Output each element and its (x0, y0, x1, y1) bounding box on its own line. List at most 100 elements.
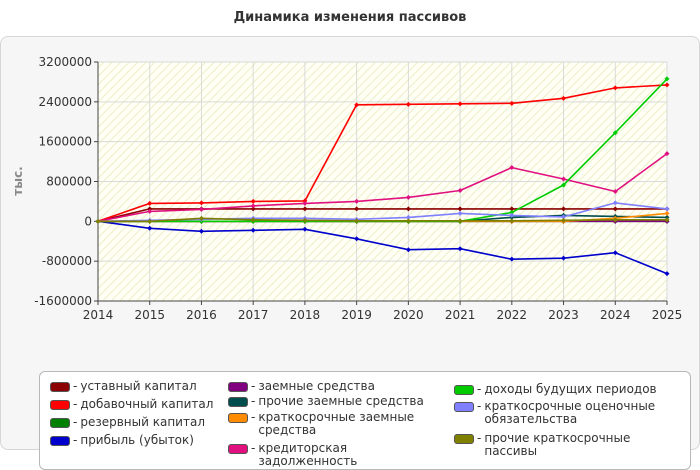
x-tick-label: 2024 (600, 308, 631, 322)
data-point (250, 203, 256, 209)
data-point (612, 130, 618, 136)
data-point (354, 198, 360, 204)
data-point (612, 200, 618, 206)
legend-separator: - (251, 410, 256, 424)
legend-item[interactable]: - прочие краткосрочные пассивы (454, 432, 680, 458)
x-tick-label: 2014 (83, 308, 114, 322)
y-tick-label: 1600000 (39, 135, 92, 149)
data-point (250, 198, 256, 204)
legend-label: добавочный капитал (80, 397, 214, 411)
x-tick-label: 2018 (290, 308, 321, 322)
data-point (354, 206, 360, 212)
data-point (561, 217, 567, 223)
legend-label: заемные средства (258, 379, 375, 393)
data-point (147, 225, 153, 231)
legend-item[interactable]: - заемные средства (228, 380, 444, 393)
data-point (302, 217, 308, 223)
data-point (509, 165, 515, 171)
data-point (147, 200, 153, 206)
legend-item[interactable]: - кредиторская задолженность (228, 442, 444, 468)
legend-label: прочие краткосрочные пассивы (484, 431, 631, 458)
data-point (612, 217, 618, 223)
series-11 (95, 215, 670, 224)
data-point (354, 102, 360, 108)
data-point (198, 215, 204, 221)
legend-separator: - (73, 397, 78, 411)
data-point (509, 256, 515, 262)
legend-item[interactable]: - прочие заемные средства (228, 395, 444, 408)
data-point (405, 214, 411, 220)
legend-swatch (228, 397, 248, 407)
legend-label: прибыль (убыток) (80, 433, 194, 447)
legend-swatch (50, 400, 70, 410)
legend-separator: - (477, 431, 482, 445)
legend-separator: - (73, 433, 78, 447)
legend-item[interactable]: - резервный капитал (50, 416, 220, 429)
chart-title: Динамика изменения пассивов (233, 10, 467, 25)
data-point (664, 210, 670, 216)
data-point (509, 100, 515, 106)
chart-panel: 3200000 2400000 1600000 800000 0 -800000 -1600… (0, 36, 700, 470)
legend-label: кредиторская задолженность (258, 441, 358, 468)
data-point (405, 218, 411, 224)
data-point (664, 82, 670, 88)
data-point (509, 206, 515, 212)
legend-item[interactable]: - краткосрочные заемные средства (228, 411, 444, 437)
plot-area: 3200000 2400000 1600000 800000 0 -800000 -1600… (11, 55, 682, 322)
x-tick-label: 2015 (134, 308, 165, 322)
legend-separator: - (477, 399, 482, 413)
x-tick-label: 2025 (652, 308, 683, 322)
legend-item[interactable]: - добавочный капитал (50, 398, 220, 411)
data-point (405, 247, 411, 253)
data-point (405, 206, 411, 212)
y-tick-label: 2400000 (39, 95, 92, 109)
legend-item[interactable]: - прибыль (убыток) (50, 434, 220, 447)
legend-swatch (50, 418, 70, 428)
legend-swatch (228, 413, 248, 423)
y-tick-label: 800000 (46, 175, 92, 189)
series-line (97, 84, 668, 223)
y-tick-label: -800000 (42, 254, 92, 268)
data-point (198, 206, 204, 212)
data-point (664, 206, 670, 212)
legend-label: прочие заемные средства (258, 394, 424, 408)
data-point (561, 214, 567, 220)
data-point (561, 255, 567, 261)
legend-label: краткосрочные оценочные обязательства (484, 399, 656, 426)
data-point (509, 218, 515, 224)
data-point (250, 227, 256, 233)
tick-labels: 3200000 2400000 1600000 800000 0 -800000 -1600… (34, 55, 682, 322)
legend-separator: - (73, 415, 78, 429)
legend-label: резервный капитал (80, 415, 205, 429)
series-8 (95, 151, 670, 224)
legend-separator: - (477, 382, 482, 396)
data-point (457, 218, 463, 224)
data-point (198, 228, 204, 234)
data-point (612, 206, 618, 212)
data-point (405, 101, 411, 107)
data-point (561, 176, 567, 182)
x-tick-label: 2023 (548, 308, 579, 322)
legend-label: краткосрочные заемные средства (258, 410, 415, 437)
data-point (457, 187, 463, 193)
x-tick-label: 2022 (497, 308, 528, 322)
legend-separator: - (251, 441, 256, 455)
legend-swatch (454, 385, 474, 395)
data-point (95, 218, 101, 224)
data-point (354, 218, 360, 224)
data-point (457, 206, 463, 212)
data-point (509, 209, 515, 215)
legend-swatch (50, 436, 70, 446)
legend-item[interactable]: - краткосрочные оценочные обязательства (454, 400, 680, 426)
legend-item[interactable]: - доходы будущих периодов (454, 383, 680, 396)
data-point (250, 206, 256, 212)
legend-label: уставный капитал (80, 379, 197, 393)
x-tick-label: 2019 (341, 308, 372, 322)
data-point (457, 210, 463, 216)
data-point (664, 271, 670, 277)
data-point (302, 200, 308, 206)
series-line (97, 208, 667, 223)
data-point (198, 200, 204, 206)
legend-item[interactable]: - уставный капитал (50, 380, 220, 393)
series-line (97, 220, 668, 275)
